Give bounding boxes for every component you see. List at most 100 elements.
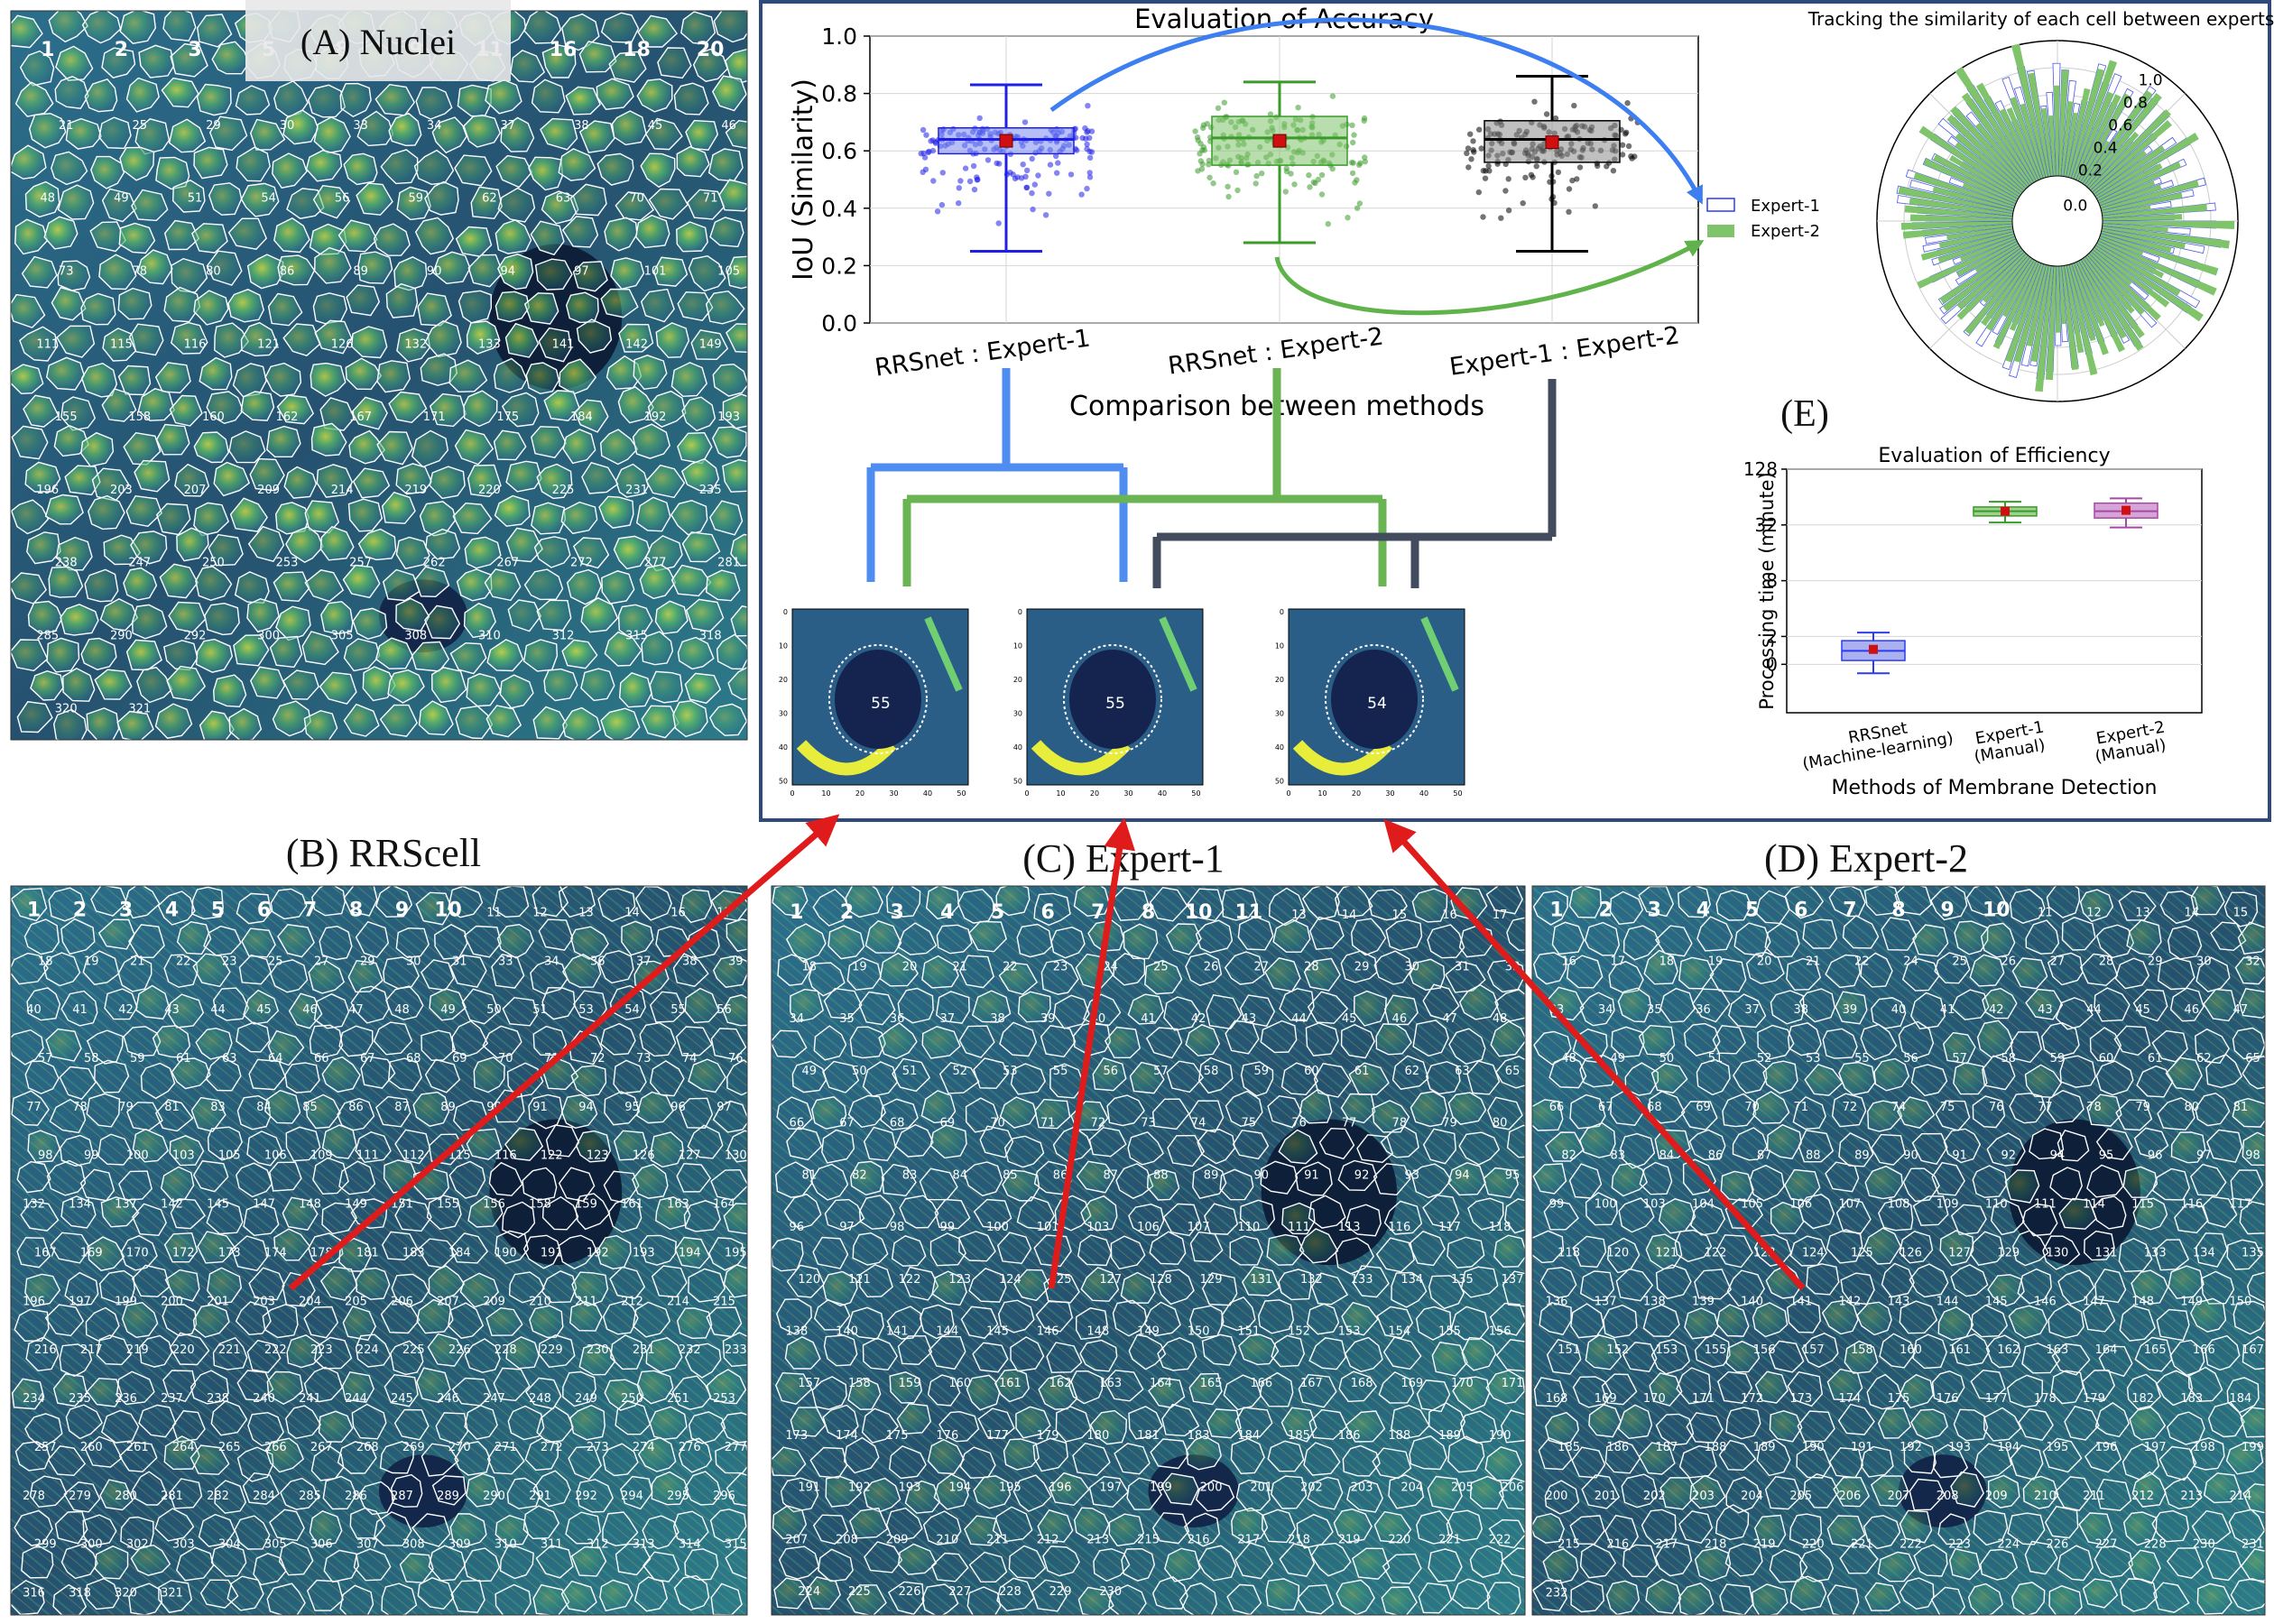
rrscell-cell — [305, 1093, 341, 1130]
rrscell-cell-label: 36 — [590, 955, 605, 968]
expert1-cell — [934, 1198, 971, 1230]
nuclei-cell-label: 171 — [423, 411, 446, 424]
expert2-cell — [2018, 1408, 2054, 1441]
expert1-cell — [825, 1475, 863, 1508]
accuracy-point — [956, 200, 962, 207]
accuracy-point — [1354, 205, 1361, 211]
polar-bar-expert-2 — [1910, 214, 2013, 221]
nuclei-cell — [283, 466, 318, 499]
accuracy-point — [1088, 128, 1095, 134]
expert2-cell — [2226, 1239, 2262, 1270]
expert2-cell — [1532, 1230, 1565, 1264]
nuclei-cell — [319, 397, 356, 431]
expert1-cell — [922, 1510, 962, 1546]
polar-bar-expert-2 — [1962, 182, 2016, 207]
nuclei-cell — [647, 390, 687, 428]
rrscell-cell-label: 287 — [391, 1490, 413, 1503]
expert1-cell — [897, 1335, 933, 1366]
polar-bar-expert-2 — [2076, 261, 2125, 353]
inset-membrane — [1159, 616, 1197, 692]
accuracy-point — [1628, 153, 1634, 160]
rrscell-cell-label: 285 — [299, 1490, 321, 1503]
rrscell-cell — [288, 992, 323, 1029]
expert1-cell — [1306, 1303, 1340, 1335]
expert1-cell — [966, 1374, 1001, 1411]
expert2-cell — [1803, 1473, 1840, 1509]
rrscell-cell — [94, 1059, 130, 1093]
expert1-cell-label: 113 — [1338, 1221, 1361, 1234]
nuclei-cell — [497, 253, 534, 291]
accuracy-point — [1569, 177, 1576, 184]
expert2-cell — [2201, 1195, 2238, 1229]
expert1-cell-label: 16 — [1442, 909, 1457, 922]
rrscell-cell — [607, 1197, 642, 1233]
expert2-cell — [2091, 1195, 2127, 1230]
expert1-cell-label: 218 — [1288, 1533, 1310, 1546]
expert2-cell — [2059, 1055, 2097, 1088]
polar-bar-expert-2 — [1913, 171, 2015, 208]
rrscell-cell-label: 40 — [26, 1003, 42, 1017]
accuracy-point — [957, 178, 964, 184]
rrscell-cell — [47, 1445, 87, 1477]
expert2-cell — [2151, 1167, 2191, 1201]
expert2-cell-label: 80 — [2185, 1101, 2200, 1114]
expert2-cell — [1579, 1544, 1617, 1579]
expert1-cell — [929, 1232, 966, 1267]
polar-bar-expert-2 — [2100, 234, 2219, 276]
expert2-cell — [1930, 886, 1968, 921]
expert1-cell-label: 174 — [836, 1429, 858, 1443]
rrscell-cell-label: 112 — [402, 1149, 425, 1163]
nuclei-cell — [161, 77, 199, 108]
rrscell-cell — [341, 1371, 374, 1403]
rrscell-cell — [45, 1028, 82, 1062]
expert1-cell — [1303, 957, 1341, 992]
nuclei-cell — [599, 429, 639, 466]
expert2-cell — [1943, 1128, 1982, 1164]
polar-bar-expert-2 — [2074, 262, 2105, 328]
accuracy-point — [1068, 171, 1075, 178]
nuclei-cell-label: 184 — [570, 411, 593, 424]
accuracy-point — [1566, 208, 1572, 215]
expert1-cell-label: 91 — [1304, 1168, 1319, 1182]
expert2-cell-label: 44 — [2086, 1003, 2102, 1017]
rrscell-cell-label: 209 — [483, 1295, 505, 1308]
rrscell-cell — [337, 1441, 377, 1474]
expert2-cell — [1789, 1513, 1823, 1546]
expert2-cell-label: 6 — [1794, 899, 1807, 921]
rrscell-cell-label: 91 — [532, 1101, 548, 1114]
nuclei-cell — [499, 674, 534, 709]
rrscell-cell — [532, 1470, 571, 1508]
accuracy-point — [1543, 111, 1550, 117]
rrscell-cell-label: 220 — [172, 1343, 195, 1357]
expert2-cell-label: 133 — [2144, 1246, 2167, 1260]
expert2-cell-label: 190 — [1802, 1441, 1825, 1454]
expert1-cell — [1234, 1542, 1274, 1580]
expert2-cell-label: 105 — [1741, 1198, 1763, 1212]
expert2-cell — [2205, 1546, 2242, 1582]
expert2-cell — [2159, 890, 2199, 925]
expert2-cell — [1749, 1164, 1785, 1202]
expert2-cell — [2050, 1370, 2084, 1405]
expert2-cell — [1678, 1582, 1715, 1615]
rrscell-cell-label: 58 — [84, 1052, 99, 1066]
nuclei-cell — [523, 292, 559, 325]
polar-r-tick-label: 0.8 — [2123, 95, 2148, 113]
rrscell-cell — [270, 888, 308, 920]
expert1-cell — [1342, 1444, 1381, 1477]
expert2-cell-label: 52 — [1757, 1052, 1772, 1066]
expert1-cell — [1376, 1306, 1414, 1339]
rrscell-cell — [495, 1583, 532, 1615]
accuracy-point — [1595, 162, 1601, 170]
expert2-cell — [1712, 1024, 1746, 1055]
accuracy-point — [1470, 138, 1476, 144]
rrscell-cell — [596, 1234, 632, 1270]
rrscell-cell-label: 159 — [575, 1198, 597, 1212]
expert1-cell — [1033, 892, 1071, 927]
expert2-cell — [1901, 958, 1940, 992]
rrscell-cell-label: 50 — [486, 1003, 502, 1017]
rrscell-cell — [722, 994, 747, 1027]
expert1-cell-label: 188 — [1388, 1429, 1410, 1443]
rrscell-cell-label: 234 — [23, 1392, 45, 1406]
rrscell-cell — [558, 1167, 596, 1203]
expert1-cell — [776, 1298, 812, 1334]
